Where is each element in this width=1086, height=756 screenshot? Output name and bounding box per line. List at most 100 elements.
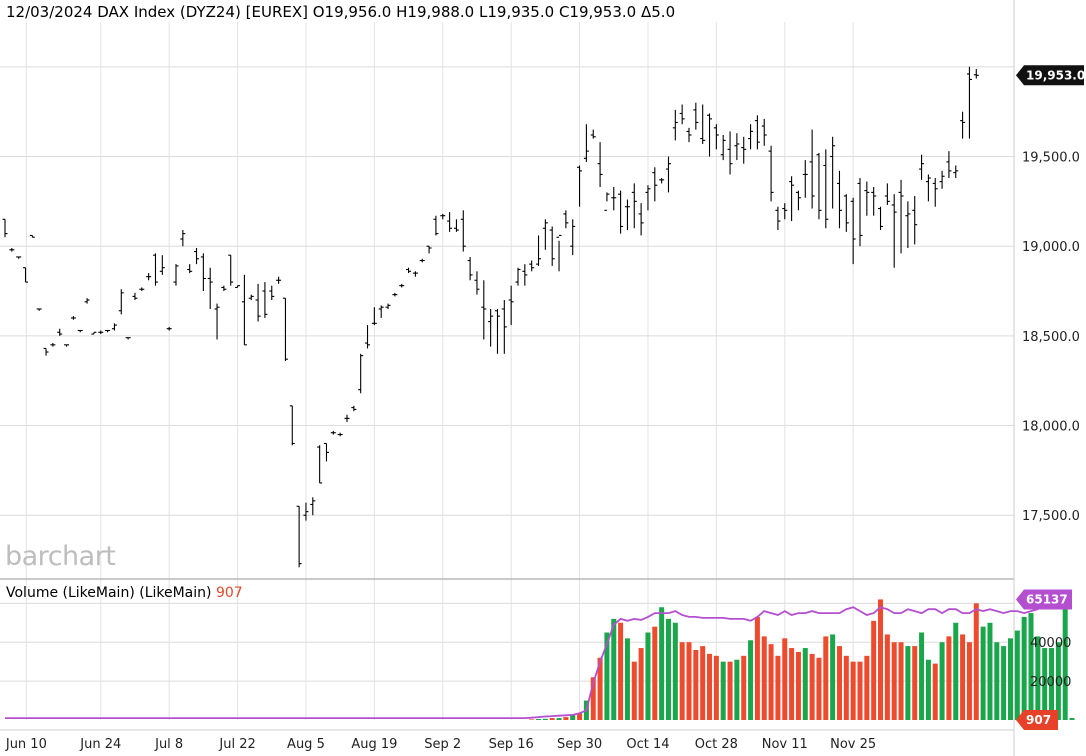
volume-bar <box>577 713 583 720</box>
ohlc-bar <box>501 300 507 354</box>
date-tick-label: Nov 25 <box>830 737 876 752</box>
ohlc-bar <box>139 287 145 292</box>
ohlc-bar <box>713 124 719 150</box>
ohlc-bar <box>542 219 548 250</box>
ohlc-bar <box>248 294 254 300</box>
ohlc-bar <box>789 176 795 222</box>
ohlc-bar <box>310 497 316 516</box>
volume-bar <box>536 719 542 720</box>
ohlc-bar <box>515 267 521 286</box>
volume-bar <box>707 653 713 720</box>
ohlc-bar <box>659 178 665 184</box>
ohlc-bar <box>878 206 884 231</box>
volume-bar <box>563 717 569 720</box>
volume-tick-label: 20000 <box>1030 675 1071 690</box>
ohlc-bar <box>577 165 583 207</box>
header-low: L19,935.0 <box>479 3 555 21</box>
ohlc-bar <box>276 276 282 284</box>
ohlc-bar <box>365 325 371 349</box>
ohlc-bar <box>91 331 97 335</box>
date-tick-label: Aug 5 <box>287 737 325 752</box>
volume-bar <box>713 655 719 720</box>
ohlc-bar <box>604 192 610 211</box>
ohlc-bar <box>624 199 630 231</box>
ohlc-bar <box>406 267 412 274</box>
ohlc-bar <box>289 405 295 446</box>
volume-bar <box>809 653 815 720</box>
ohlc-bar <box>221 285 227 292</box>
volume-ma-line <box>5 598 1046 719</box>
value-badge: 19,953.0 <box>1016 65 1085 86</box>
price-bars <box>2 66 979 568</box>
ohlc-bar <box>488 308 494 347</box>
volume-bars <box>529 599 1075 720</box>
volume-bar <box>802 648 808 720</box>
volume-bar <box>795 651 801 720</box>
ohlc-bar <box>43 347 49 356</box>
volume-bar <box>652 626 658 720</box>
ohlc-bar <box>973 68 979 79</box>
ohlc-bar <box>29 234 35 238</box>
ohlc-bar <box>296 505 302 568</box>
volume-bar <box>966 642 972 720</box>
ohlc-bar <box>426 245 432 254</box>
volume-bar <box>878 599 884 720</box>
chart-grid <box>0 0 1015 756</box>
price-tick-label: 17,500.0 <box>1022 509 1080 524</box>
ohlc-bar <box>727 131 733 175</box>
volume-bar <box>1035 636 1041 720</box>
axis-labels: 17,500.0 18,000.0 18,500.0 19,000.0 19,500.0… <box>5 151 1080 752</box>
ohlc-bar <box>98 330 104 335</box>
ohlc-bar <box>241 274 247 346</box>
ohlc-bar <box>235 285 241 288</box>
ohlc-bar <box>399 283 405 288</box>
ohlc-bar <box>748 124 754 150</box>
volume-bar <box>693 650 699 720</box>
ohlc-bar <box>570 219 576 256</box>
volume-bar <box>1042 648 1048 720</box>
date-tick-label: Sep 30 <box>557 737 602 752</box>
volume-bar <box>542 718 548 720</box>
volume-bar <box>754 616 760 720</box>
date-tick-label: Oct 28 <box>695 737 738 752</box>
volume-bar <box>679 642 685 720</box>
volume-label: Volume (LikeMain) (LikeMain) <box>6 585 212 601</box>
date-tick-label: Jul 8 <box>154 737 183 752</box>
ohlc-bar <box>960 111 966 139</box>
ohlc-bar <box>830 136 836 209</box>
volume-bar <box>761 636 767 720</box>
volume-bar <box>823 636 829 720</box>
ohlc-bar <box>105 329 111 333</box>
volume-bar <box>1028 613 1034 720</box>
volume-bar <box>912 646 918 720</box>
ohlc-bar <box>23 267 29 283</box>
ohlc-bar <box>228 254 234 286</box>
badge-label: 65137 <box>1026 592 1068 606</box>
volume-bar <box>960 634 966 720</box>
ohlc-bar <box>453 219 459 232</box>
ohlc-bar <box>16 256 22 259</box>
ohlc-bar <box>282 297 288 361</box>
ohlc-bar <box>494 308 500 354</box>
volume-last-value: 907 <box>215 585 243 601</box>
volume-bar <box>590 677 596 720</box>
ohlc-bar <box>597 142 603 188</box>
ohlc-bar <box>638 203 644 236</box>
ohlc-bar <box>645 185 651 211</box>
ohlc-bar <box>70 316 76 320</box>
ohlc-bar <box>317 445 323 484</box>
volume-bar <box>734 659 740 720</box>
ohlc-bar <box>303 502 309 521</box>
ohlc-bar <box>481 280 487 340</box>
volume-bar <box>672 622 678 720</box>
ohlc-bar <box>905 201 911 248</box>
volume-bar <box>597 657 603 720</box>
ohlc-bar <box>385 303 391 309</box>
volume-ma-series <box>5 598 1046 719</box>
ohlc-bar <box>2 218 8 238</box>
ohlc-bar <box>686 127 692 143</box>
volume-header: Volume (LikeMain) (LikeMain) 907 <box>6 585 243 601</box>
volume-bar <box>987 622 993 720</box>
ohlc-bar <box>932 178 938 207</box>
